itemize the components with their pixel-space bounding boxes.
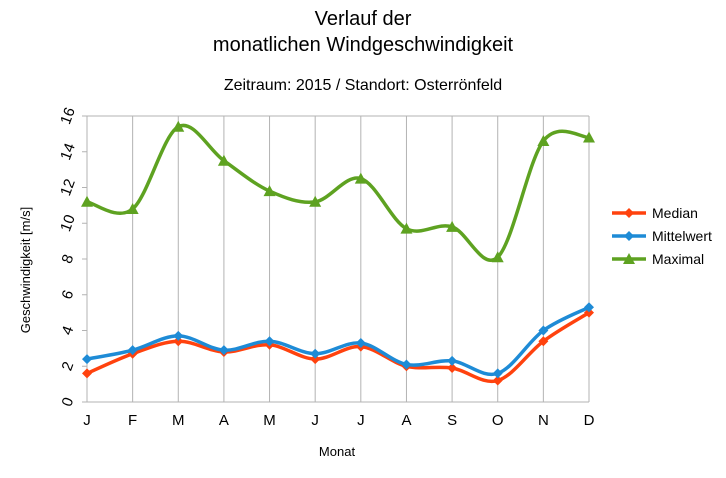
data-point-maximal bbox=[537, 135, 550, 147]
data-point-mittelwert bbox=[538, 325, 549, 336]
data-point-median bbox=[310, 354, 321, 365]
data-point-maximal bbox=[172, 120, 185, 132]
data-point-mittelwert bbox=[82, 354, 92, 365]
x-tick-label: O bbox=[492, 412, 504, 429]
series-group bbox=[81, 120, 595, 386]
data-point-maximal bbox=[446, 220, 459, 232]
x-tick-label: J bbox=[83, 412, 91, 429]
x-tick-label: N bbox=[538, 412, 549, 429]
legend-label-maximal: Maximal bbox=[652, 251, 704, 267]
x-tick-label: A bbox=[401, 412, 411, 429]
y-tick-label: 10 bbox=[57, 213, 79, 234]
data-point-median bbox=[538, 336, 549, 347]
legend-marker-maximal bbox=[623, 253, 635, 264]
data-point-mittelwert bbox=[401, 359, 412, 370]
data-point-median bbox=[173, 336, 184, 347]
x-tick-label: D bbox=[584, 412, 595, 429]
x-tick-label: S bbox=[447, 412, 457, 429]
data-point-mittelwert bbox=[218, 345, 229, 356]
series-line-mittelwert bbox=[85, 305, 591, 377]
grid-lines bbox=[86, 115, 590, 402]
data-point-maximal bbox=[583, 131, 595, 143]
axes bbox=[82, 115, 589, 403]
x-tick-label: J bbox=[311, 412, 319, 429]
data-point-mittelwert bbox=[310, 348, 321, 359]
data-point-mittelwert bbox=[127, 345, 138, 356]
data-point-mittelwert bbox=[447, 355, 458, 366]
series-line-maximal bbox=[85, 123, 591, 262]
chart-subtitle: Zeitraum: 2015 / Standort: Osterrönfeld bbox=[223, 77, 503, 94]
chart-title-line2: monatlichen Windgeschwindigkeit bbox=[212, 34, 514, 56]
y-tick-label: 0 bbox=[59, 395, 78, 409]
data-point-mittelwert bbox=[355, 338, 366, 349]
data-point-median bbox=[492, 375, 503, 386]
x-tick-label: M bbox=[263, 412, 276, 429]
legend-item-mittelwert: Mittelwert bbox=[612, 228, 712, 244]
legend-label-median: Median bbox=[652, 205, 698, 221]
data-point-median bbox=[447, 363, 458, 374]
data-point-mittelwert bbox=[173, 330, 184, 341]
legend-item-maximal: Maximal bbox=[612, 251, 704, 267]
y-tick-label: 4 bbox=[59, 324, 78, 338]
x-tick-label: F bbox=[128, 412, 137, 429]
data-point-maximal bbox=[126, 202, 139, 214]
data-point-mittelwert bbox=[584, 302, 594, 313]
x-tick-label: A bbox=[219, 412, 229, 429]
legend-marker-median bbox=[624, 208, 634, 218]
series-maximal bbox=[81, 120, 595, 263]
legend-marker-mittelwert bbox=[624, 231, 634, 241]
data-point-maximal bbox=[354, 172, 367, 184]
y-tick-label: 2 bbox=[59, 359, 78, 373]
legend-item-median: Median bbox=[612, 205, 698, 221]
chart-title-line1: Verlauf der bbox=[314, 8, 412, 30]
y-tick-label: 16 bbox=[57, 105, 79, 126]
data-point-mittelwert bbox=[492, 368, 503, 379]
y-tick-label: 8 bbox=[59, 252, 78, 266]
data-point-maximal bbox=[491, 251, 504, 263]
data-point-maximal bbox=[400, 222, 413, 234]
series-mittelwert bbox=[82, 302, 594, 379]
y-tick-label: 14 bbox=[57, 141, 79, 162]
y-tick-label: 12 bbox=[57, 177, 79, 198]
data-point-maximal bbox=[309, 195, 322, 207]
legend-label-mittelwert: Mittelwert bbox=[652, 228, 712, 244]
data-point-maximal bbox=[217, 154, 230, 166]
x-tick-label: J bbox=[357, 412, 365, 429]
data-point-median bbox=[82, 368, 92, 379]
x-tick-label: M bbox=[172, 412, 185, 429]
data-point-mittelwert bbox=[264, 336, 275, 347]
legend: Median Mittelwert Maximal bbox=[612, 205, 712, 267]
data-point-maximal bbox=[263, 185, 276, 197]
y-axis-label: Geschwindigkeit [m/s] bbox=[18, 207, 33, 333]
y-tick-labels: 0 2 4 6 8 10 12 14 16 bbox=[57, 105, 79, 409]
x-axis-label: Monat bbox=[319, 444, 356, 459]
y-tick-label: 6 bbox=[59, 288, 78, 302]
data-point-maximal bbox=[81, 195, 93, 207]
